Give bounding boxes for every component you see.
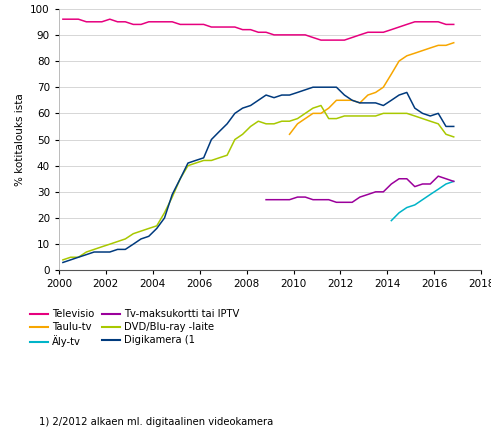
Text: 1) 2/2012 alkaen ml. digitaalinen videokamera: 1) 2/2012 alkaen ml. digitaalinen videok… bbox=[39, 417, 273, 427]
Legend: Televisio, Taulu-tv, Äly-tv, Tv-maksukortti tai IPTV, DVD/Blu-ray -laite, Digika: Televisio, Taulu-tv, Äly-tv, Tv-maksukor… bbox=[30, 309, 240, 347]
Y-axis label: % kotitalouks ista: % kotitalouks ista bbox=[15, 93, 25, 186]
